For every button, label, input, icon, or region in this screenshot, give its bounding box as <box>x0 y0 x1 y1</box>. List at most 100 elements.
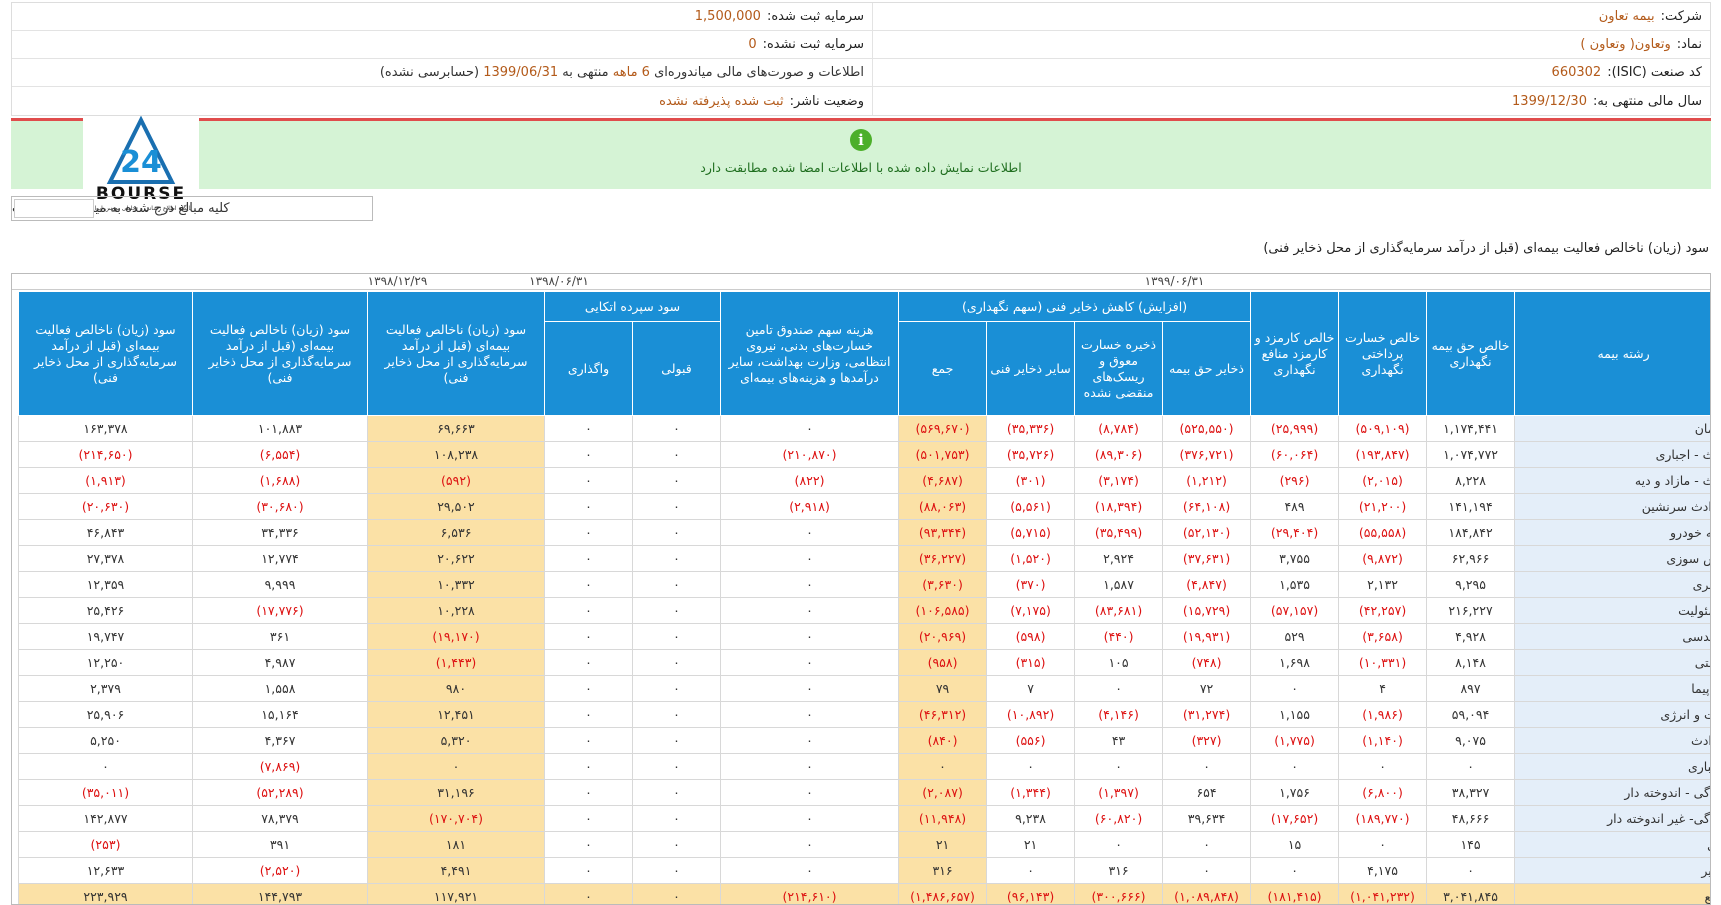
col-profit-1398[interactable]: سود (زیان) ناخالص فعالیت بیمه‌ای (قبل از… <box>18 291 193 416</box>
isic-label: کد صنعت (ISIC): <box>1607 65 1702 80</box>
table-cell: (۸۴۰) <box>898 727 988 754</box>
table-row: آتش سوزی۶۲,۹۶۶(۹,۸۷۲)۳,۷۵۵(۳۷,۶۳۱)۲,۹۲۴(… <box>18 545 1710 572</box>
table-cell: ۰ <box>1338 753 1428 780</box>
table-cell: ۰ <box>367 753 545 780</box>
company-value[interactable]: بیمه تعاون <box>1598 9 1655 24</box>
table-cell: ۴۶,۸۴۳ <box>18 519 193 546</box>
table-cell: ۹,۲۳۸ <box>986 805 1076 832</box>
table-cell: (۵۰۱,۷۵۳) <box>898 441 988 468</box>
col-branch[interactable]: رشته بیمه <box>1514 291 1710 416</box>
table-cell: ۱,۷۵۶ <box>1250 779 1340 806</box>
row-branch-name: حوادث <box>1514 727 1710 754</box>
row-branch-name: اعتباری <box>1514 753 1710 780</box>
table-cell: ۳۸,۳۲۷ <box>1426 779 1516 806</box>
logo-word: BOURSE <box>95 184 187 204</box>
table-cell: ۰ <box>543 857 634 884</box>
units-input[interactable] <box>14 199 94 218</box>
table-cell: (۶۰,۰۶۴) <box>1250 441 1340 468</box>
table-cell: ۲۹,۵۰۲ <box>367 493 545 520</box>
table-cell: ۰ <box>720 597 900 624</box>
col-accepted[interactable]: قبولی <box>632 321 722 416</box>
table-cell: (۱۷۰,۷۰۴) <box>367 805 545 832</box>
table-cell: (۴۲,۲۵۷) <box>1338 597 1428 624</box>
table-cell: ۱۰۵ <box>1074 649 1164 676</box>
row-branch-name: پول <box>1514 831 1710 858</box>
row-branch-name: ثالث - اجباری <box>1514 441 1710 468</box>
table-cell: ۸۹۷ <box>1426 675 1516 702</box>
col-reserve-sum[interactable]: جمع <box>898 321 988 416</box>
symbol-value[interactable]: وتعاون( وتعاون ) <box>1580 37 1671 52</box>
info-icon: i <box>850 129 872 151</box>
table-cell: (۹۳,۳۴۴) <box>898 519 988 546</box>
col-profit-1399[interactable]: سود (زیان) ناخالص فعالیت بیمه‌ای (قبل از… <box>367 291 545 416</box>
table-cell: ۹,۹۹۹ <box>192 571 368 598</box>
row-branch-name: آتش سوزی <box>1514 545 1710 572</box>
col-net-premium[interactable]: خالص حق بیمه نگهداری <box>1426 291 1516 416</box>
table-cell: (۳۱,۲۷۴) <box>1162 701 1252 728</box>
table-cell: ۰ <box>632 441 722 468</box>
table-cell: ۷۲ <box>1162 675 1252 702</box>
table-cell: (۱۷,۶۵۲) <box>1250 805 1340 832</box>
table-cell: ۰ <box>1162 753 1252 780</box>
col-net-commission[interactable]: خالص کارمزد و کارمزد منافع نگهداری <box>1250 291 1340 416</box>
table-cell: ۰ <box>1162 857 1252 884</box>
table-cell: (۱,۷۷۵) <box>1250 727 1340 754</box>
table-cell: ۰ <box>898 753 988 780</box>
table-cell: ۱,۱۷۴,۴۴۱ <box>1426 415 1516 442</box>
table-cell: (۴,۱۴۶) <box>1074 701 1164 728</box>
table-cell: ۰ <box>632 779 722 806</box>
table-cell: (۴۴۰) <box>1074 623 1164 650</box>
table-cell: ۰ <box>1426 753 1516 780</box>
table-cell: ۷ <box>986 675 1076 702</box>
table-cell: ۰ <box>1162 831 1252 858</box>
table-cell: ۰ <box>632 675 722 702</box>
table-cell: (۶,۸۰۰) <box>1338 779 1428 806</box>
table-cell: ۰ <box>543 441 634 468</box>
table-cell: ۱۴۵ <box>1426 831 1516 858</box>
col-premium-reserve[interactable]: ذخایر حق بیمه <box>1162 321 1252 416</box>
table-cell: (۳,۱۷۴) <box>1074 467 1164 494</box>
isic-value: 660302 <box>1551 65 1602 80</box>
table-cell: ۳۱۶ <box>898 857 988 884</box>
row-branch-name: حوادث سرنشین <box>1514 493 1710 520</box>
table-cell: ۱۴۱,۱۹۴ <box>1426 493 1516 520</box>
table-cell: (۲۱,۲۰۰) <box>1338 493 1428 520</box>
table-cell: ۸,۱۴۸ <box>1426 649 1516 676</box>
table-cell: ۰ <box>720 805 900 832</box>
table-cell: (۵۷,۱۵۷) <box>1250 597 1340 624</box>
table-cell: (۱,۴۴۳) <box>367 649 545 676</box>
table-cell: ۱۰۱,۸۸۳ <box>192 415 368 442</box>
col-deferred-reserve[interactable]: ذخیره خسارت معوق و ریسک‌های منقضی نشده <box>1074 321 1164 416</box>
logo-mark-icon: 24 <box>106 116 176 184</box>
table-cell: ۰ <box>720 545 900 572</box>
col-other-reserve[interactable]: سایر ذخایر فنی <box>986 321 1076 416</box>
table-cell: ۰ <box>986 857 1076 884</box>
table-cell: (۵۵۶) <box>986 727 1076 754</box>
table-cell: ۹,۲۹۵ <box>1426 571 1516 598</box>
table-cell: ۲۵,۴۲۶ <box>18 597 193 624</box>
table-row: مسئولیت۲۱۶,۲۲۷(۴۲,۲۵۷)(۵۷,۱۵۷)(۱۵,۷۲۹)(۸… <box>18 597 1710 624</box>
table-cell: (۳۵,۴۹۹) <box>1074 519 1164 546</box>
col-net-loss[interactable]: خالص خسارت پرداختی نگهداری <box>1338 291 1428 416</box>
table-cell: ۱,۰۷۴,۷۷۲ <box>1426 441 1516 468</box>
col-ceded[interactable]: واگذاری <box>543 321 634 416</box>
status-cell: وضعیت ناشر: ثبت شده پذیرفته نشده <box>12 87 872 115</box>
table-cell: ۰ <box>1250 675 1340 702</box>
company-cell: شرکت: بیمه تعاون <box>872 3 1710 30</box>
table-cell: ۰ <box>632 701 722 728</box>
bourse24-logo[interactable]: 24 BOURSE پایگاه اطلاع رسانی و تحلیلی بو… <box>83 116 199 223</box>
row-branch-name: مهندسی <box>1514 623 1710 650</box>
table-cell: ۱۹,۷۴۷ <box>18 623 193 650</box>
col-fund-cost[interactable]: هزینه سهم صندوق تامین خسارت‌های بدنی، نی… <box>720 291 900 416</box>
row-branch-name: باربری <box>1514 571 1710 598</box>
table-cell: (۱,۹۸۶) <box>1338 701 1428 728</box>
row-branch-name: کشتی <box>1514 649 1710 676</box>
table-cell: ۱۲,۴۵۱ <box>367 701 545 728</box>
table-cell: ۲۰,۶۲۲ <box>367 545 545 572</box>
table-cell: ۴,۹۲۸ <box>1426 623 1516 650</box>
col-profit-1398h[interactable]: سود (زیان) ناخالص فعالیت بیمه‌ای (قبل از… <box>192 291 368 416</box>
table-cell: (۷,۸۶۹) <box>192 753 368 780</box>
table-cell: ۰ <box>543 805 634 832</box>
table-cell: ۶۵۴ <box>1162 779 1252 806</box>
table-cell: ۰ <box>543 493 634 520</box>
